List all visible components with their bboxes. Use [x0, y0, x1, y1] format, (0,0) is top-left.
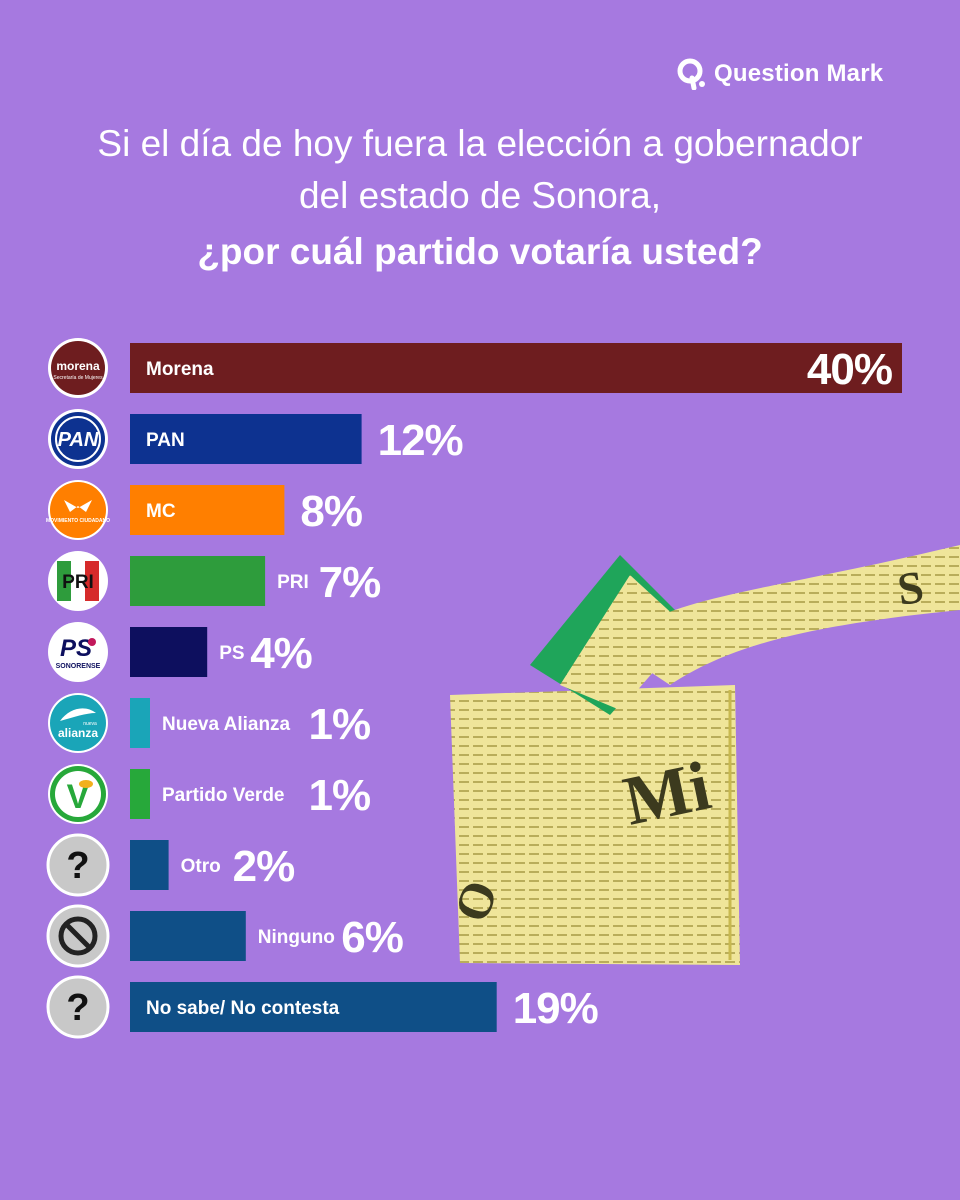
category-label-5: Nueva Alianza: [162, 714, 291, 735]
value-label-0: 40%: [807, 345, 892, 394]
bar-8: [130, 911, 246, 961]
svg-text:nueva: nueva: [83, 721, 97, 727]
bar-3: [130, 556, 266, 606]
category-label-3: PRI: [277, 572, 309, 593]
bar-5: [130, 698, 150, 748]
svg-text:PRI: PRI: [62, 572, 94, 593]
category-label-8: Ninguno: [258, 927, 335, 948]
headline-line-2: del estado de Sonora,: [298, 175, 662, 216]
value-label-9: 19%: [513, 984, 598, 1033]
category-label-6: Partido Verde: [162, 785, 285, 806]
value-label-4: 4%: [250, 629, 312, 678]
value-label-2: 8%: [300, 487, 362, 536]
svg-text:PS: PS: [60, 635, 92, 662]
svg-text:Secretaría de Mujeres: Secretaría de Mujeres: [53, 375, 103, 381]
bar-0: [130, 343, 902, 393]
ballot-box-illustration: Mi O S: [443, 545, 960, 965]
value-label-7: 2%: [233, 842, 295, 891]
category-label-2: MC: [146, 501, 176, 522]
no-symbol-icon: [46, 904, 110, 968]
morena-logo-icon: morena Secretaría de Mujeres: [48, 338, 108, 398]
bar-7: [130, 840, 169, 890]
svg-text:?: ?: [66, 845, 89, 887]
question-circle-icon: ?: [46, 975, 110, 1039]
movimiento-ciudadano-logo-icon: MOVIMIENTO CIUDADANO: [46, 480, 110, 540]
svg-text:?: ?: [66, 987, 89, 1029]
pri-logo-icon: PRI: [48, 551, 108, 611]
headline: Si el día de hoy fuera la elección a gob…: [40, 118, 920, 280]
svg-text:alianza: alianza: [58, 726, 98, 740]
value-label-8: 6%: [341, 913, 403, 962]
bar-4: [130, 627, 208, 677]
headline-line-1: Si el día de hoy fuera la elección a gob…: [97, 123, 863, 164]
bar-6: [130, 769, 150, 819]
question-mark-logo-icon: [677, 58, 705, 90]
svg-text:MOVIMIENTO CIUDADANO: MOVIMIENTO CIUDADANO: [46, 518, 110, 524]
category-label-9: No sabe/ No contesta: [146, 998, 340, 1019]
brand: Question Mark: [676, 58, 883, 90]
value-label-1: 12%: [378, 416, 463, 465]
headline-question: ¿por cuál partido votaría usted?: [197, 231, 763, 272]
value-label-5: 1%: [309, 700, 371, 749]
category-label-1: PAN: [146, 430, 185, 451]
question-circle-icon: ?: [46, 833, 110, 897]
svg-text:PAN: PAN: [58, 429, 99, 451]
partido-verde-logo-icon: V: [48, 764, 108, 824]
pan-logo-icon: PAN: [48, 409, 108, 469]
value-label-3: 7%: [319, 558, 381, 607]
bar-2: [130, 485, 285, 535]
category-label-7: Otro: [181, 856, 221, 877]
category-label-4: PS: [219, 643, 244, 664]
svg-text:morena: morena: [56, 359, 100, 373]
svg-text:SONORENSE: SONORENSE: [56, 663, 101, 670]
brand-name: Question Mark: [714, 60, 884, 87]
value-label-6: 1%: [309, 771, 371, 820]
bar-1: [130, 414, 362, 464]
bar-9: [130, 982, 497, 1032]
svg-text:Mi: Mi: [617, 748, 717, 841]
category-label-0: Morena: [146, 359, 214, 380]
